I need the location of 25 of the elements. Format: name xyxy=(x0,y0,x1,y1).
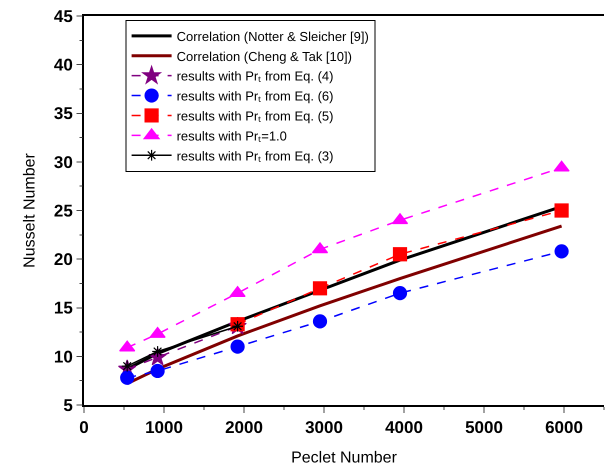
x-tick-label: 3000 xyxy=(305,418,343,438)
legend-label: Correlation (Cheng & Tak [10]) xyxy=(176,48,352,64)
legend-label: results with Prₜ from Eq. (4) xyxy=(176,68,334,84)
x-axis-title: Peclet Number xyxy=(291,449,398,466)
x-tick-label: 5000 xyxy=(465,418,503,438)
legend-label: results with Prₜ=1.0 xyxy=(176,128,287,144)
x-tick-label: 0 xyxy=(79,418,89,438)
legend-label: results with Prₜ from Eq. (5) xyxy=(176,108,334,124)
legend-label: results with Prₜ from Eq. (6) xyxy=(176,88,334,104)
x-tick-label: 1000 xyxy=(145,418,183,438)
legend-label: Correlation (Notter & Sleicher [9]) xyxy=(176,28,369,44)
x-tick-label: 6000 xyxy=(545,418,583,438)
y-axis-title: Nusselt Number xyxy=(21,152,38,268)
y-tick-label: 30 xyxy=(54,152,73,172)
y-tick-label: 15 xyxy=(54,298,73,318)
x-tick-label: 2000 xyxy=(225,418,263,438)
y-tick-label: 35 xyxy=(54,104,73,124)
legend-label: results with Prₜ from Eq. (3) xyxy=(176,148,334,164)
y-tick-label: 45 xyxy=(54,6,73,26)
y-tick-label: 10 xyxy=(54,347,73,366)
y-tick-label: 20 xyxy=(54,250,73,270)
y-tick-label: 25 xyxy=(54,201,73,220)
x-tick-label: 4000 xyxy=(385,418,423,438)
y-tick-label: 40 xyxy=(54,56,73,75)
y-tick-label: 5 xyxy=(63,396,73,415)
